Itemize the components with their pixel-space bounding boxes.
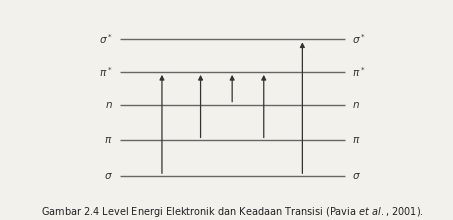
Text: $\pi$: $\pi$ bbox=[104, 135, 113, 145]
Text: $\sigma^*$: $\sigma^*$ bbox=[99, 33, 113, 46]
Text: $\sigma^*$: $\sigma^*$ bbox=[352, 33, 366, 46]
Text: $n$: $n$ bbox=[352, 99, 359, 110]
Text: $\pi^*$: $\pi^*$ bbox=[99, 65, 113, 79]
Text: $\sigma$: $\sigma$ bbox=[352, 171, 361, 181]
Text: Gambar 2.4 Level Energi Elektronik dan Keadaan Transisi (Pavia $\it{et\ al.}$, 2: Gambar 2.4 Level Energi Elektronik dan K… bbox=[41, 205, 424, 220]
Text: $n$: $n$ bbox=[105, 99, 113, 110]
Text: $\pi^*$: $\pi^*$ bbox=[352, 65, 365, 79]
Text: $\sigma$: $\sigma$ bbox=[104, 171, 113, 181]
Text: $\pi$: $\pi$ bbox=[352, 135, 360, 145]
